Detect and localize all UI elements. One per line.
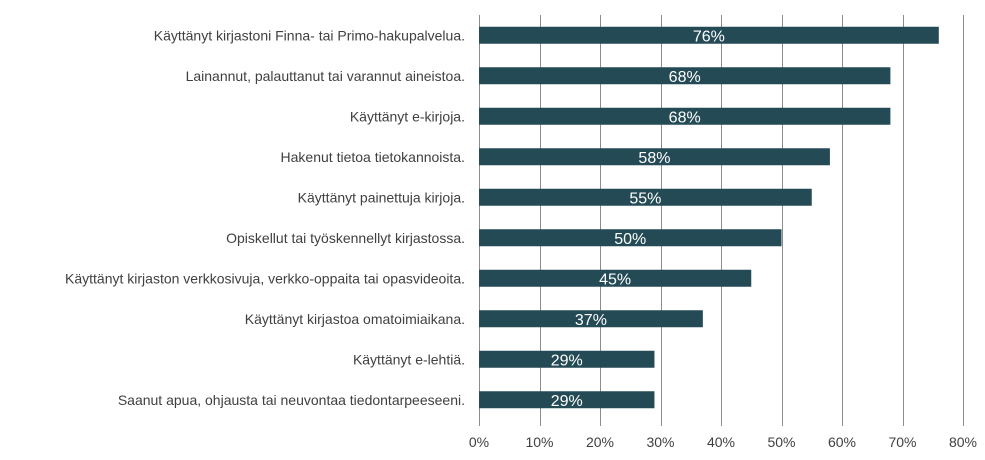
x-axis-tick-labels: 0% 10% 20% 30% 40% 50% 60% 70% 80% [469, 434, 977, 450]
bar [479, 350, 655, 368]
category-label: Hakenut tietoa tietokannoista. [281, 149, 465, 165]
data-label: 29% [551, 352, 583, 369]
bar [479, 26, 939, 44]
data-label: 45% [599, 271, 631, 288]
x-tick-label: 50% [767, 434, 795, 450]
bar [479, 229, 782, 247]
category-label: Käyttänyt e-lehtiä. [353, 351, 465, 367]
category-label: Käyttänyt kirjastoa omatoimiaikana. [245, 311, 465, 327]
bar [479, 188, 812, 206]
data-label: 55% [629, 190, 661, 207]
category-label: Käyttänyt painettuja kirjoja. [298, 189, 465, 205]
x-tick-label: 30% [646, 434, 674, 450]
bar [479, 269, 752, 287]
data-label: 58% [638, 150, 670, 167]
bar [479, 148, 830, 166]
x-tick-label: 60% [828, 434, 856, 450]
data-label: 76% [693, 28, 725, 45]
data-labels: 76% 68% 68% 58% 55% 50% 45% 37% 29% 29% [551, 28, 725, 410]
category-labels: Käyttänyt kirjastoni Finna- tai Primo-ha… [65, 27, 465, 408]
data-label: 68% [669, 69, 701, 86]
x-tick-label: 20% [586, 434, 614, 450]
bar [479, 67, 891, 85]
x-tick-label: 80% [949, 434, 977, 450]
x-tick-label: 70% [888, 434, 916, 450]
x-tick-label: 40% [707, 434, 735, 450]
bar [479, 391, 655, 409]
category-label: Saanut apua, ohjausta tai neuvontaa tied… [118, 392, 465, 408]
bar [479, 310, 703, 328]
category-label: Opiskellut tai työskennellyt kirjastossa… [226, 230, 465, 246]
data-label: 50% [614, 231, 646, 248]
data-label: 37% [575, 312, 607, 329]
category-label: Lainannut, palauttanut tai varannut aine… [186, 68, 465, 84]
category-label: Käyttänyt kirjastoni Finna- tai Primo-ha… [154, 27, 465, 43]
data-label: 68% [669, 109, 701, 126]
category-label: Käyttänyt e-kirjoja. [350, 108, 465, 124]
data-label: 29% [551, 393, 583, 410]
category-label: Käyttänyt kirjaston verkkosivuja, verkko… [65, 270, 465, 286]
x-tick-label: 10% [525, 434, 553, 450]
bar [479, 107, 891, 125]
x-tick-label: 0% [469, 434, 489, 450]
bars [479, 26, 939, 409]
